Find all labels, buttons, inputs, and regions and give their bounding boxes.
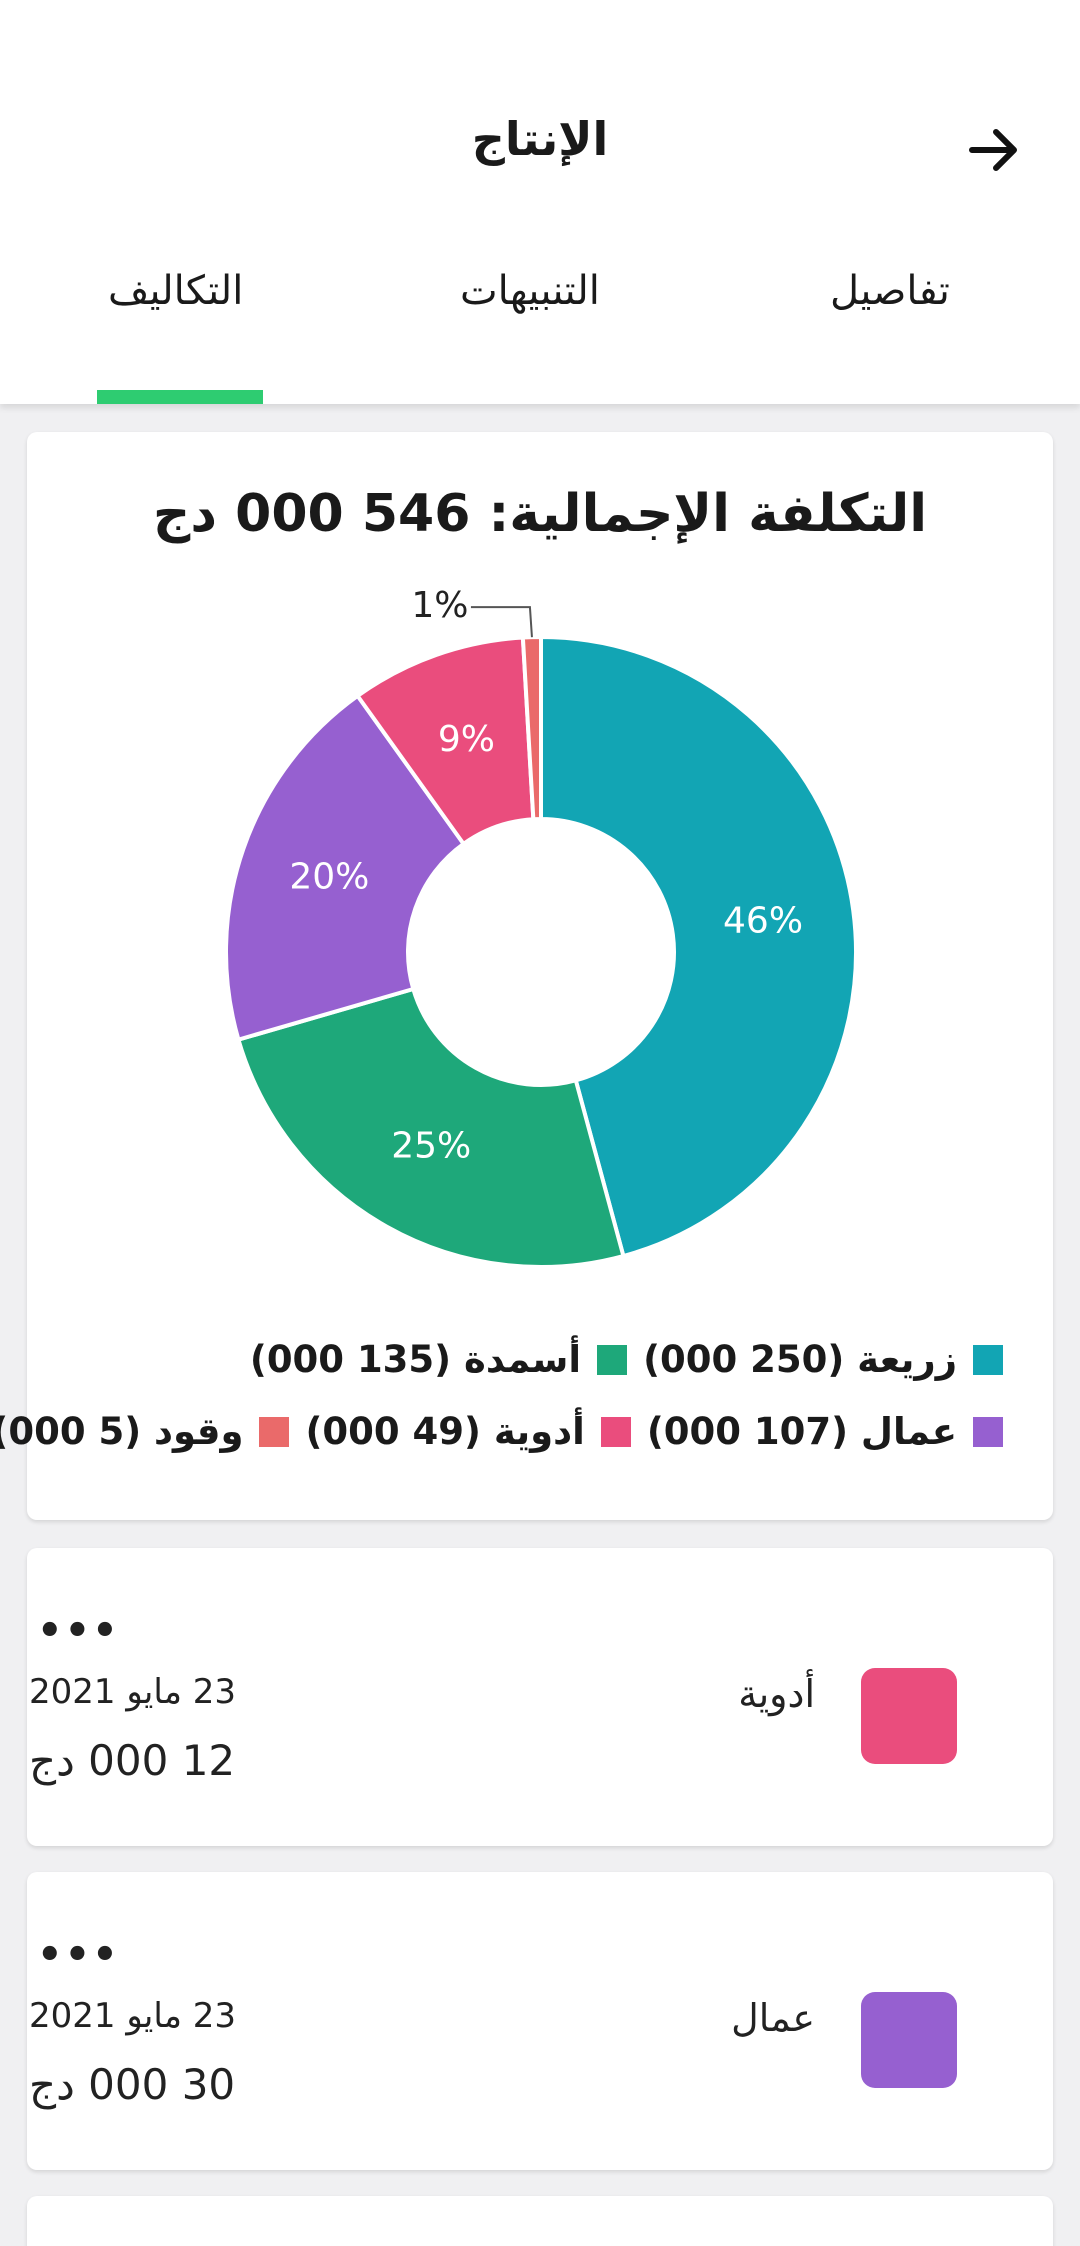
- slice-percent-label: 9%: [438, 719, 495, 760]
- expense-category: أدوية: [738, 1672, 815, 1716]
- legend-swatch: [259, 1416, 290, 1447]
- page-title: الإنتاج: [471, 112, 609, 166]
- total-cost-label: التكلفة الإجمالية:: [488, 484, 928, 544]
- app-header: الإنتاج تفاصيل التنبيهات التكاليف: [0, 0, 1080, 404]
- donut-slice-seeds: [539, 634, 858, 1259]
- tab-costs-label: التكاليف: [108, 268, 244, 314]
- legend-item-seeds: زريعة (250 000): [643, 1338, 1003, 1381]
- legend-name: أدوية: [493, 1410, 585, 1453]
- expense-card[interactable]: أدوية ••• 23 مايو 2021 12 000 دج: [27, 1548, 1053, 1846]
- legend-name: عمال: [860, 1410, 957, 1453]
- legend-amount: (49 000): [305, 1410, 481, 1453]
- cost-donut-chart: 46% 25% 20% 9% 1%: [224, 585, 858, 1269]
- donut-slice-fuel: [520, 634, 543, 822]
- legend-swatch: [600, 1416, 631, 1447]
- slice-percent-label: 20%: [289, 857, 369, 898]
- back-button[interactable]: [962, 118, 1026, 182]
- slice-percent-label: 1%: [411, 585, 468, 626]
- more-options-button[interactable]: •••: [37, 1608, 120, 1654]
- total-cost: التكلفة الإجمالية: 546 000 دج: [27, 484, 1053, 544]
- leader-line: [470, 606, 533, 638]
- legend-item-fertilizer: أسمدة (135 000): [249, 1338, 628, 1381]
- legend-item-labor: عمال (107 000): [647, 1410, 1003, 1453]
- expense-amount: 12 000 دج: [29, 1736, 236, 1785]
- legend-amount: (250 000): [643, 1338, 845, 1381]
- total-cost-currency: دج: [152, 484, 218, 544]
- expense-card[interactable]: عمال ••• 23 مايو 2021 30 000 دج: [27, 1872, 1053, 2170]
- expense-card-partial[interactable]: [27, 2196, 1053, 2246]
- legend-swatch: [973, 1416, 1003, 1447]
- tab-alerts[interactable]: التنبيهات: [460, 268, 600, 404]
- donut-slice-fertilizer: [235, 986, 626, 1269]
- more-options-button[interactable]: •••: [37, 1932, 120, 1978]
- legend-amount: (135 000): [249, 1338, 452, 1381]
- tab-costs[interactable]: التكاليف: [108, 268, 243, 404]
- active-tab-indicator: [97, 390, 263, 404]
- slice-percent-label: 25%: [391, 1125, 471, 1166]
- legend-swatch: [973, 1344, 1003, 1375]
- expense-date: 23 مايو 2021: [29, 1996, 237, 2036]
- legend-row: عمال (107 000) أدوية (49 000) وقود (5 00…: [0, 1410, 1003, 1453]
- slice-percent-label: 46%: [723, 900, 803, 941]
- arrow-right-icon: [969, 129, 1017, 171]
- expense-category: عمال: [731, 1996, 815, 2040]
- total-cost-value: 546 000: [235, 484, 471, 544]
- cost-summary-card: التكلفة الإجمالية: 546 000 دج 46% 25% 20% 9…: [0, 432, 1053, 1520]
- legend-item-medicine: أدوية (49 000): [305, 1410, 631, 1453]
- legend-amount: (107 000): [646, 1410, 849, 1453]
- tab-details[interactable]: تفاصيل: [830, 268, 950, 404]
- tab-details-label: تفاصيل: [830, 268, 950, 314]
- donut-slice-labor: [224, 693, 467, 1043]
- category-color-swatch: [861, 1668, 957, 1764]
- tab-alerts-label: التنبيهات: [460, 268, 600, 314]
- legend-name: زريعة: [857, 1338, 957, 1381]
- legend-name: وقود: [154, 1410, 244, 1453]
- legend-amount: (5 000): [0, 1410, 142, 1453]
- legend-name: أسمدة: [463, 1338, 582, 1381]
- legend-row: زريعة (250 000) أسمدة (135 000): [234, 1338, 1003, 1381]
- legend-swatch: [597, 1344, 628, 1375]
- expense-date: 23 مايو 2021: [29, 1672, 237, 1712]
- expense-amount: 30 000 دج: [29, 2060, 236, 2109]
- legend-item-fuel: وقود (5 000): [0, 1410, 290, 1453]
- donut-slice-medicine: [354, 635, 536, 847]
- category-color-swatch: [861, 1992, 957, 2088]
